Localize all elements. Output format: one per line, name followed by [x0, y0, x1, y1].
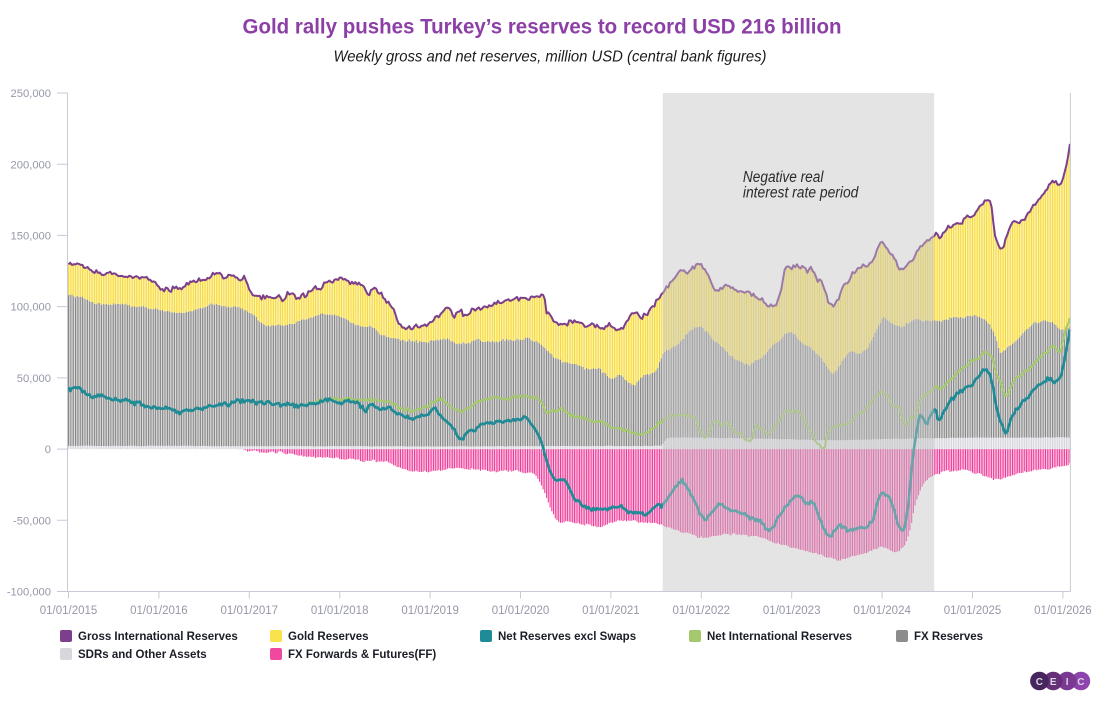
svg-text:Net International Reserves: Net International Reserves	[707, 631, 852, 643]
svg-text:Gold Reserves: Gold Reserves	[288, 631, 369, 643]
svg-text:SDRs and Other Assets: SDRs and Other Assets	[78, 649, 207, 661]
svg-text:01/01/2020: 01/01/2020	[492, 605, 550, 617]
svg-text:01/01/2022: 01/01/2022	[673, 605, 731, 617]
svg-text:interest rate period: interest rate period	[743, 184, 860, 201]
svg-text:01/01/2023: 01/01/2023	[763, 605, 821, 617]
svg-text:01/01/2026: 01/01/2026	[1034, 605, 1092, 617]
svg-text:01/01/2018: 01/01/2018	[311, 605, 369, 617]
svg-text:01/01/2025: 01/01/2025	[944, 605, 1002, 617]
svg-text:0: 0	[45, 444, 51, 456]
svg-text:I: I	[1066, 677, 1069, 688]
svg-text:-50,000: -50,000	[13, 515, 51, 527]
svg-text:Gross International Reserves: Gross International Reserves	[78, 631, 238, 643]
svg-text:100,000: 100,000	[11, 302, 51, 314]
svg-text:50,000: 50,000	[17, 373, 51, 385]
svg-text:01/01/2021: 01/01/2021	[582, 605, 640, 617]
svg-text:01/01/2016: 01/01/2016	[130, 605, 188, 617]
svg-text:Negative real: Negative real	[743, 169, 824, 186]
svg-text:FX Reserves: FX Reserves	[914, 631, 983, 643]
svg-text:250,000: 250,000	[11, 88, 51, 100]
svg-text:01/01/2019: 01/01/2019	[401, 605, 459, 617]
svg-text:C: C	[1036, 677, 1043, 688]
svg-text:01/01/2015: 01/01/2015	[40, 605, 98, 617]
svg-text:-100,000: -100,000	[7, 587, 51, 599]
svg-text:C: C	[1077, 677, 1084, 688]
svg-text:Weekly gross and net reserves,: Weekly gross and net reserves, million U…	[334, 49, 767, 66]
svg-text:E: E	[1050, 677, 1057, 688]
svg-text:01/01/2017: 01/01/2017	[221, 605, 279, 617]
svg-text:150,000: 150,000	[11, 231, 51, 243]
svg-text:200,000: 200,000	[11, 159, 51, 171]
svg-text:01/01/2024: 01/01/2024	[853, 605, 911, 617]
svg-text:FX Forwards & Futures(FF): FX Forwards & Futures(FF)	[288, 649, 436, 661]
svg-text:Net Reserves excl Swaps: Net Reserves excl Swaps	[498, 631, 636, 643]
svg-text:Gold rally pushes Turkey’s res: Gold rally pushes Turkey’s reserves to r…	[243, 16, 842, 39]
